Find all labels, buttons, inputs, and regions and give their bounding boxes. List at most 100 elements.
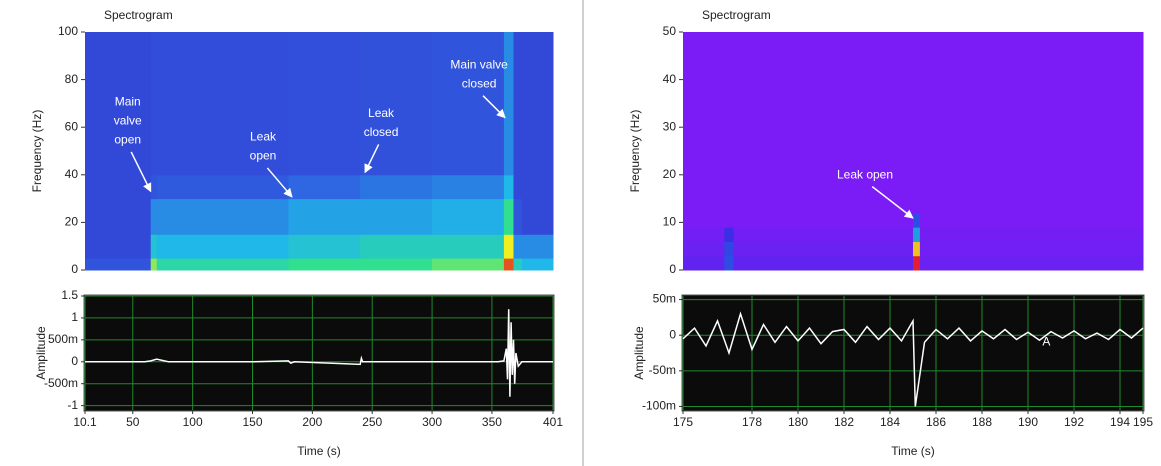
waveform bbox=[682, 311, 1144, 407]
heatmap-cell bbox=[919, 227, 1144, 242]
y-tick-label: 0 bbox=[71, 354, 78, 368]
heatmap-cell bbox=[521, 258, 554, 271]
annotation: Leak bbox=[368, 106, 395, 120]
heatmap-cell bbox=[683, 212, 725, 228]
cursor-label: A bbox=[1042, 334, 1050, 348]
heatmap-cell bbox=[521, 32, 554, 176]
plot-background bbox=[83, 294, 555, 412]
heatmap-cell bbox=[288, 198, 361, 235]
heatmap-cell bbox=[683, 227, 725, 242]
y-tick-label: 40 bbox=[65, 167, 79, 181]
heatmap-cell bbox=[156, 32, 289, 176]
heatmap-cell bbox=[521, 234, 554, 259]
y-tick-label: 0 bbox=[669, 327, 676, 341]
y-tick-label: 10 bbox=[663, 215, 677, 229]
heatmap-cell bbox=[724, 32, 735, 214]
heatmap-cell bbox=[156, 258, 289, 271]
x-tick-label: 100 bbox=[183, 415, 203, 429]
heatmap-cell bbox=[919, 255, 1144, 271]
heatmap-cell bbox=[503, 174, 514, 200]
heatmap-cell bbox=[513, 234, 523, 259]
x-tick-label: 195 bbox=[1133, 415, 1153, 429]
x-tick-label: 250 bbox=[362, 415, 382, 429]
x-tick-label: 186 bbox=[926, 415, 946, 429]
annotation: closed bbox=[364, 125, 399, 139]
y-tick-label: 100 bbox=[58, 24, 78, 38]
annotation-arrow bbox=[871, 186, 914, 219]
y-tick-label: 0 bbox=[71, 262, 78, 276]
heatmap-cell bbox=[85, 174, 152, 200]
annotation-arrow bbox=[482, 95, 506, 119]
annotation: Leak open bbox=[837, 167, 893, 181]
heatmap-cell bbox=[288, 32, 361, 176]
heatmap-cell bbox=[513, 174, 523, 200]
annotation: Main valve bbox=[450, 57, 508, 71]
y-tick-label: -100m bbox=[642, 399, 676, 413]
heatmap-cell bbox=[513, 32, 523, 176]
heatmap-cell bbox=[919, 32, 1144, 214]
y-tick-label: 30 bbox=[663, 119, 677, 133]
plot-background bbox=[681, 294, 1145, 412]
x-tick-label: 175 bbox=[673, 415, 693, 429]
x-tick-label: 182 bbox=[834, 415, 854, 429]
heatmap-cell bbox=[521, 198, 554, 235]
heatmap-cell bbox=[724, 212, 735, 228]
heatmap-cell bbox=[521, 174, 554, 200]
y-tick-label: 0 bbox=[669, 262, 676, 276]
heatmap-cell bbox=[503, 258, 514, 271]
heatmap-cell bbox=[150, 234, 158, 259]
annotation: valve bbox=[114, 114, 142, 128]
annotation: open bbox=[250, 149, 277, 163]
annotation-arrow bbox=[364, 144, 380, 174]
y-tick-label: 20 bbox=[65, 215, 79, 229]
heatmap-cell bbox=[724, 227, 735, 242]
heatmap-cell bbox=[733, 255, 914, 271]
heatmap-cell bbox=[150, 174, 158, 200]
heatmap-cell bbox=[683, 32, 725, 214]
x-tick-label: 300 bbox=[422, 415, 442, 429]
x-tick-label: 350 bbox=[482, 415, 502, 429]
y-axis-label: Amplitude bbox=[34, 326, 48, 380]
x-axis-label: Time (s) bbox=[891, 444, 935, 458]
heatmap-cell bbox=[724, 241, 735, 257]
y-tick-label: 1 bbox=[71, 310, 78, 324]
heatmap-cell bbox=[360, 32, 433, 176]
y-tick-label: 50 bbox=[663, 24, 677, 38]
heatmap-cell bbox=[919, 241, 1144, 257]
x-axis-label: Time (s) bbox=[297, 444, 341, 458]
y-tick-label: -50m bbox=[649, 363, 676, 377]
heatmap-cell bbox=[150, 198, 158, 235]
heatmap-cell bbox=[156, 198, 289, 235]
x-tick-label: 50 bbox=[126, 415, 140, 429]
heatmap-cell bbox=[733, 227, 914, 242]
x-tick-label: 401 bbox=[543, 415, 563, 429]
heatmap-cell bbox=[85, 234, 152, 259]
heatmap-cell bbox=[288, 174, 361, 200]
y-tick-label: 500m bbox=[48, 332, 78, 346]
heatmap-cell bbox=[288, 234, 361, 259]
heatmap-cell bbox=[503, 198, 514, 235]
annotation-arrow bbox=[266, 167, 293, 198]
x-tick-label: 178 bbox=[742, 415, 762, 429]
x-tick-label: 150 bbox=[242, 415, 262, 429]
heatmap-cell bbox=[85, 198, 152, 235]
heatmap-cell bbox=[360, 258, 433, 271]
heatmap-cell bbox=[85, 258, 152, 271]
heatmap-cell bbox=[360, 234, 433, 259]
y-tick-label: 50m bbox=[653, 292, 676, 306]
heatmap-cell bbox=[156, 234, 289, 259]
y-tick-label: 20 bbox=[663, 167, 677, 181]
y-tick-label: -500m bbox=[44, 376, 78, 390]
chart-title: Spectrogram bbox=[702, 8, 771, 22]
x-tick-label: 190 bbox=[1018, 415, 1038, 429]
waveform bbox=[85, 309, 553, 397]
x-tick-label: 184 bbox=[880, 415, 900, 429]
heatmap-cell bbox=[432, 234, 505, 259]
heatmap-cell bbox=[683, 241, 725, 257]
heatmap-cell bbox=[913, 255, 921, 271]
heatmap-cell bbox=[288, 258, 361, 271]
heatmap-cell bbox=[150, 32, 158, 176]
heatmap-cell bbox=[913, 241, 921, 257]
y-tick-label: 80 bbox=[65, 72, 79, 86]
x-tick-label: 10.1 bbox=[73, 415, 97, 429]
